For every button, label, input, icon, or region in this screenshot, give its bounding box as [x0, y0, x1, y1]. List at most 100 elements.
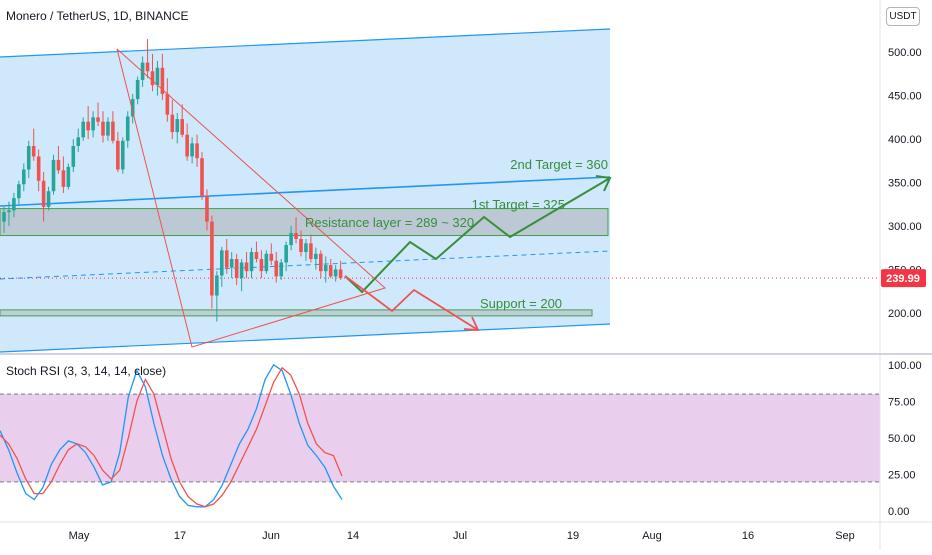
- support-zone: [0, 309, 593, 317]
- candle-down: [86, 121, 90, 131]
- time-tick-label: 19: [567, 530, 579, 542]
- candle-up: [130, 99, 135, 117]
- candle-up: [289, 232, 293, 246]
- candle-down: [180, 119, 184, 135]
- bullish-arrowhead: [595, 175, 612, 192]
- candle-down: [101, 121, 105, 136]
- candle-down: [254, 252, 259, 260]
- stoch-d-line: [0, 366, 343, 508]
- triangle-pattern: [116, 48, 386, 348]
- target-1-label: 1st Target = 325: [472, 197, 565, 212]
- candle-up: [22, 169, 26, 185]
- candle-down: [96, 117, 100, 122]
- candle-up: [314, 253, 318, 260]
- candle-down: [111, 121, 115, 141]
- candle-up: [17, 184, 21, 199]
- candle-up: [26, 146, 31, 170]
- time-tick-label: May: [69, 530, 90, 542]
- candle-up: [220, 250, 224, 276]
- candle-down: [195, 143, 199, 159]
- time-tick-label: Sep: [835, 530, 855, 542]
- price-tick-label: 400.00: [888, 134, 922, 146]
- candle-down: [165, 93, 170, 115]
- candle-down: [269, 253, 274, 261]
- price-pane[interactable]: 2nd Target = 360 1st Target = 325 Resistan…: [0, 28, 880, 353]
- stoch-rsi-pane[interactable]: [0, 363, 880, 508]
- price-tick-label: 500.00: [888, 47, 922, 59]
- rsi-tick-label: 25.00: [888, 470, 916, 482]
- candle-up: [249, 252, 254, 272]
- candle-up: [46, 191, 51, 207]
- channel-fill: [0, 29, 610, 352]
- candle-up: [7, 210, 11, 213]
- candle-up: [284, 245, 288, 263]
- time-tick-label: 17: [174, 530, 186, 542]
- resistance-label: Resistance layer = 289 ~ 320: [305, 215, 474, 230]
- price-tick-label: 300.00: [888, 221, 922, 233]
- candle-down: [210, 221, 214, 296]
- candle-up: [71, 146, 76, 167]
- candle-up: [333, 269, 338, 277]
- bearish-arrowhead: [463, 316, 480, 332]
- candle-down: [160, 67, 165, 94]
- candle-up: [121, 140, 125, 170]
- time-tick-label: Jun: [262, 530, 280, 542]
- channel-mid-line: [0, 250, 611, 280]
- candle-up: [264, 253, 269, 272]
- candle-down: [31, 146, 36, 157]
- candle-down: [294, 232, 298, 240]
- candle-down: [259, 259, 264, 272]
- currency-badge[interactable]: USDT: [886, 7, 920, 26]
- time-tick-label: Aug: [642, 530, 662, 542]
- candle-up: [2, 212, 6, 222]
- time-tick-label: Jul: [453, 530, 467, 542]
- rsi-band-fill: [0, 394, 880, 482]
- bearish-projection-path: [344, 275, 479, 331]
- price-tick-label: 200.00: [888, 308, 922, 320]
- candle-up: [106, 121, 110, 136]
- target-2-label: 2nd Target = 360: [510, 157, 608, 172]
- candle-down: [36, 156, 41, 181]
- candle-up: [76, 137, 81, 147]
- candle-down: [41, 180, 46, 207]
- candle-down: [224, 250, 229, 268]
- candle-up: [135, 79, 140, 100]
- bullish-projection-path: [344, 177, 611, 294]
- channel-inner-line: [0, 176, 611, 207]
- channel-lower-line: [0, 323, 611, 353]
- last-price-badge: [881, 269, 926, 288]
- candle-down: [274, 260, 279, 277]
- candle-up: [190, 143, 194, 157]
- stoch-k-line: [0, 363, 343, 508]
- candle-up: [12, 198, 16, 211]
- resistance-zone: [0, 208, 609, 237]
- price-tick-label: 350.00: [888, 178, 922, 190]
- candle-down: [185, 134, 189, 157]
- time-tick-label: 16: [742, 530, 754, 542]
- candle-up: [323, 265, 328, 272]
- candle-down: [56, 159, 61, 171]
- candle-down: [319, 253, 323, 272]
- candle-down: [170, 114, 175, 133]
- candle-up: [155, 67, 160, 86]
- rsi-tick-label: 50.00: [888, 433, 916, 445]
- candle-down: [299, 239, 303, 253]
- time-tick-label: 14: [347, 530, 359, 542]
- candle-down: [150, 71, 155, 86]
- channel-upper-line: [0, 28, 611, 58]
- candle-up: [175, 119, 180, 133]
- candle-up: [66, 166, 71, 187]
- rsi-tick-label: 100.00: [888, 360, 922, 372]
- candle-up: [125, 116, 130, 141]
- candle-down: [200, 158, 204, 196]
- support-label: Support = 200: [480, 296, 562, 311]
- candle-down: [205, 195, 209, 222]
- candle-up: [304, 243, 308, 253]
- last-price-label: 239.99: [886, 273, 920, 285]
- candle-down: [116, 140, 120, 170]
- symbol-title: Monero / TetherUS, 1D, BINANCE: [6, 9, 189, 23]
- candle-up: [279, 262, 283, 277]
- candle-down: [234, 259, 239, 279]
- candle-up: [215, 275, 219, 296]
